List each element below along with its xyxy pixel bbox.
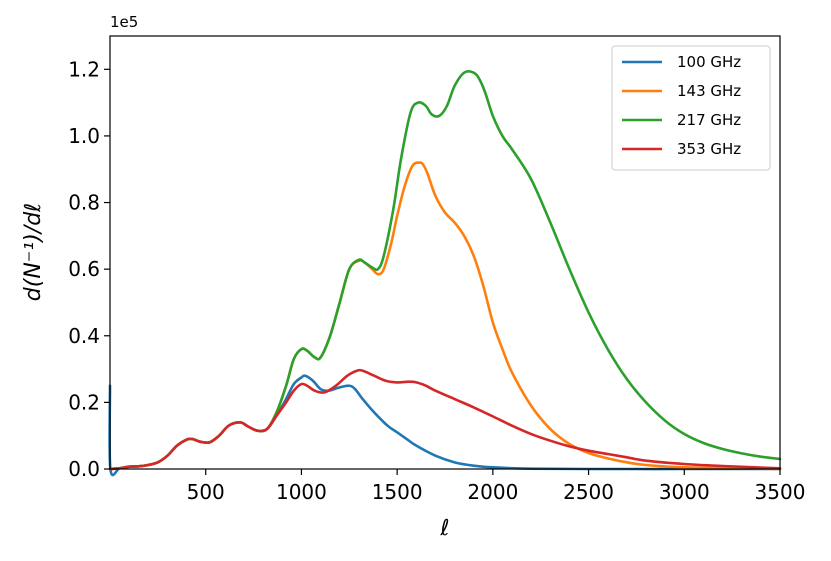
x-tick-label: 3500: [755, 480, 806, 504]
x-tick-label: 2000: [467, 480, 518, 504]
y-axis-ticks: 0.0 0.2 0.4 0.6 0.8 1.0 1.2: [68, 57, 110, 481]
y-multiplier-label: 1e5: [110, 13, 138, 31]
y-tick-label: 0.8: [68, 191, 100, 215]
legend-label-3: 217 GHz: [677, 111, 741, 129]
y-tick-label: 0.0: [68, 457, 100, 481]
y-axis-label: d(N⁻¹)/dℓ: [21, 203, 46, 301]
legend: 100 GHz 143 GHz 217 GHz 353 GHz: [611, 45, 771, 171]
x-axis-ticks: 500 1000 1500 2000 2500 3000 3500: [187, 469, 806, 504]
series-line-1: [108, 374, 782, 477]
y-tick-label: 1.0: [68, 124, 100, 148]
series-group: [108, 70, 782, 477]
y-tick-label: 1.2: [68, 57, 100, 81]
x-tick-label: 3000: [659, 480, 710, 504]
y-tick-label: 0.4: [68, 324, 100, 348]
series-line-4: [108, 368, 782, 471]
x-axis-label: ℓ: [439, 516, 449, 541]
plot-frame: [109, 35, 781, 470]
legend-frame: [611, 45, 771, 171]
x-tick-label: 500: [187, 480, 225, 504]
x-tick-label: 1500: [372, 480, 423, 504]
y-tick-label: 0.2: [68, 390, 100, 414]
legend-label-4: 353 GHz: [677, 140, 741, 158]
legend-label-1: 100 GHz: [677, 53, 741, 71]
series-line-2: [108, 161, 782, 471]
y-tick-label: 0.6: [68, 257, 100, 281]
x-tick-label: 1000: [276, 480, 327, 504]
x-tick-label: 2500: [563, 480, 614, 504]
legend-label-2: 143 GHz: [677, 82, 741, 100]
